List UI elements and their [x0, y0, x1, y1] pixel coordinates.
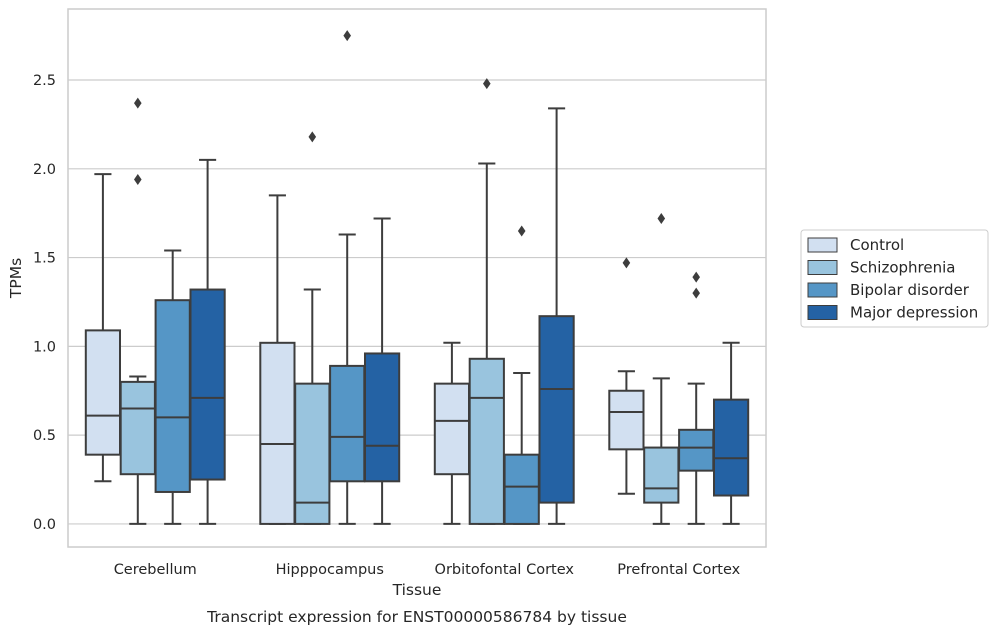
- legend-label: Schizophrenia: [850, 259, 955, 277]
- box-group: [294, 131, 331, 525]
- box-groups: [84, 30, 750, 525]
- box-group: [538, 107, 575, 525]
- box-iqr: [538, 315, 575, 504]
- y-tick-labels: 0.0 0.5 1.0 1.5 2.0 2.5: [33, 73, 56, 533]
- x-tick-label: Orbitofontal Cortex: [435, 562, 575, 578]
- legend-swatch: [807, 260, 838, 275]
- y-tick-label: 2.0: [33, 162, 56, 178]
- box-group: [503, 225, 540, 525]
- y-tick-label: 1.5: [33, 251, 56, 267]
- x-tick-label: Prefrontal Cortex: [617, 562, 740, 578]
- series-bipolar-disorder: [154, 30, 715, 525]
- y-tick-label: 0.5: [33, 428, 56, 444]
- box-group: [433, 341, 471, 525]
- series-control: [84, 173, 645, 525]
- y-tick-label: 2.5: [33, 73, 56, 89]
- box-group: [259, 194, 296, 525]
- box-iqr: [294, 382, 331, 525]
- box-group: [154, 249, 191, 525]
- box-iqr: [678, 428, 715, 472]
- box-iqr: [643, 446, 680, 504]
- box-iqr: [363, 352, 401, 483]
- legend: Control Schizophrenia Bipolar disorder Majo…: [800, 229, 989, 328]
- box-group: [468, 78, 505, 525]
- box-group: [329, 30, 366, 525]
- outlier-point: [517, 225, 526, 237]
- box-iqr: [259, 341, 296, 525]
- box-iqr: [329, 364, 366, 483]
- y-tick-label: 0.0: [33, 517, 56, 533]
- box-iqr: [154, 299, 191, 493]
- y-axis-label: TPMs: [7, 258, 25, 299]
- outlier-point: [308, 131, 317, 143]
- box-iqr: [433, 382, 471, 476]
- box-iqr: [608, 389, 645, 451]
- legend-swatch: [807, 305, 838, 320]
- x-tick-label: Hipppocampus: [276, 562, 384, 578]
- outlier-point: [134, 97, 142, 109]
- outlier-point: [483, 78, 491, 90]
- legend-label: Control: [850, 236, 904, 254]
- outlier-point: [134, 173, 142, 185]
- series-schizophrenia: [119, 78, 680, 525]
- outlier-point: [343, 30, 351, 42]
- x-tick-labels: Cerebellum Hipppocampus Orbitofontal Corte…: [114, 562, 741, 578]
- box-iqr: [84, 329, 122, 456]
- x-tick-label: Cerebellum: [114, 562, 197, 578]
- outlier-point: [657, 213, 666, 225]
- legend-swatch: [807, 237, 838, 253]
- legend-label: Major depression: [850, 304, 978, 322]
- box-group: [119, 97, 156, 525]
- legend-items: Control Schizophrenia Bipolar disorder Majo…: [807, 236, 978, 322]
- box-iqr: [119, 380, 156, 476]
- chart-caption: Transcript expression for ENST0000058678…: [206, 608, 627, 626]
- x-axis-label: Tissue: [392, 581, 442, 599]
- y-tick-label: 1.0: [33, 339, 56, 355]
- box-group: [363, 217, 401, 525]
- box-iqr: [712, 398, 750, 497]
- box-group: [712, 341, 750, 525]
- outlier-point: [692, 287, 700, 299]
- outlier-point: [622, 257, 631, 269]
- box-group: [643, 213, 680, 525]
- legend-frame: [800, 229, 989, 328]
- box-iqr: [503, 453, 540, 525]
- box-iqr: [189, 288, 226, 481]
- box-group: [678, 271, 715, 525]
- box-iqr: [468, 357, 505, 525]
- series-major-depression: [189, 107, 750, 525]
- legend-label: Bipolar disorder: [850, 281, 970, 299]
- outlier-point: [692, 271, 700, 283]
- box-group: [84, 173, 122, 483]
- box-group: [608, 257, 645, 495]
- legend-swatch: [807, 282, 838, 298]
- box-group: [189, 158, 226, 525]
- plot-frame: [67, 8, 767, 548]
